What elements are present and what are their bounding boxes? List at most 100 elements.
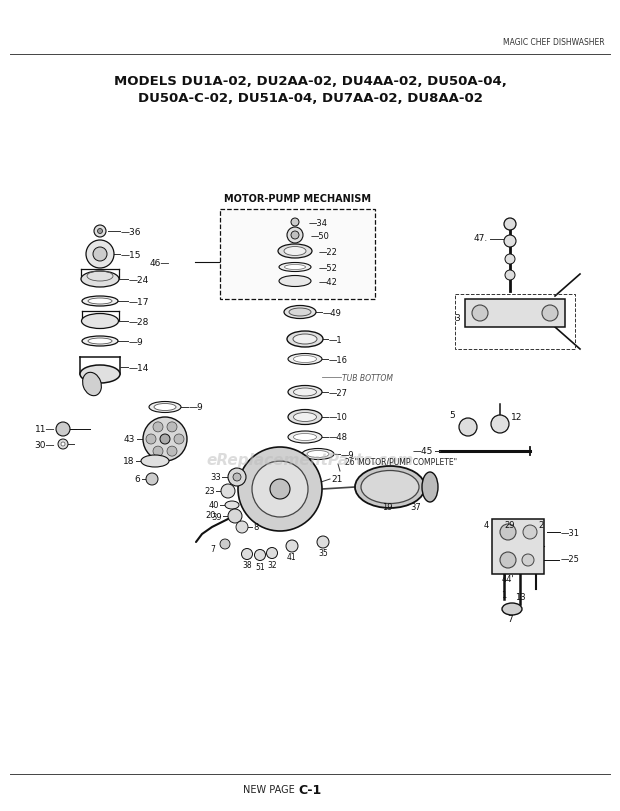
Text: 29: 29 [505, 520, 515, 529]
Circle shape [254, 550, 265, 561]
Text: —22: —22 [319, 247, 338, 256]
Text: —24: —24 [129, 275, 149, 284]
Circle shape [233, 474, 241, 482]
Ellipse shape [293, 388, 316, 397]
Ellipse shape [361, 471, 419, 504]
Circle shape [167, 423, 177, 432]
Ellipse shape [293, 356, 316, 363]
Text: —42: —42 [319, 277, 338, 286]
Circle shape [472, 306, 488, 322]
Text: —34: —34 [309, 218, 328, 227]
Circle shape [291, 219, 299, 227]
Text: 18: 18 [123, 457, 134, 466]
Circle shape [236, 521, 248, 534]
Text: 44': 44' [502, 575, 515, 584]
Ellipse shape [289, 309, 311, 316]
Ellipse shape [288, 410, 322, 425]
Circle shape [286, 540, 298, 552]
Ellipse shape [80, 366, 120, 384]
Circle shape [143, 418, 187, 461]
Circle shape [86, 241, 114, 268]
Circle shape [267, 547, 278, 559]
Circle shape [220, 539, 230, 549]
Text: MOTOR-PUMP MECHANISM: MOTOR-PUMP MECHANISM [224, 194, 371, 204]
Circle shape [504, 236, 516, 247]
Ellipse shape [154, 404, 176, 411]
Circle shape [500, 552, 516, 569]
Text: —49: —49 [323, 308, 342, 317]
Circle shape [160, 435, 170, 444]
Circle shape [252, 461, 308, 517]
Ellipse shape [88, 338, 112, 345]
Ellipse shape [287, 332, 323, 348]
Circle shape [97, 230, 102, 234]
Text: 6: 6 [135, 475, 140, 484]
Text: —9: —9 [189, 403, 204, 412]
Circle shape [153, 423, 163, 432]
Ellipse shape [285, 265, 306, 270]
Circle shape [523, 526, 537, 539]
Text: 47.: 47. [474, 234, 488, 242]
Text: 43: 43 [123, 435, 135, 444]
Text: 19: 19 [382, 502, 392, 511]
Text: —27: —27 [329, 388, 348, 397]
Ellipse shape [149, 402, 181, 413]
Circle shape [146, 435, 156, 444]
Circle shape [228, 469, 246, 487]
Text: 2: 2 [538, 520, 543, 529]
Ellipse shape [288, 431, 322, 444]
Ellipse shape [82, 297, 118, 307]
Text: —50: —50 [311, 231, 330, 240]
Text: 41: 41 [286, 553, 296, 562]
Circle shape [504, 219, 516, 230]
Text: MODELS DU1A-02, DU2AA-02, DU4AA-02, DU50A-04,: MODELS DU1A-02, DU2AA-02, DU4AA-02, DU50… [113, 75, 507, 88]
Ellipse shape [355, 466, 425, 508]
Ellipse shape [284, 247, 306, 256]
Text: —48: —48 [329, 433, 348, 442]
Circle shape [505, 255, 515, 264]
Text: 40: 40 [208, 501, 219, 510]
Circle shape [167, 447, 177, 457]
Text: 4: 4 [484, 520, 489, 529]
Text: 5: 5 [450, 410, 455, 419]
Text: 7: 7 [507, 615, 513, 624]
Text: 38: 38 [242, 561, 252, 570]
Circle shape [61, 443, 65, 446]
Circle shape [491, 415, 509, 433]
Text: 26"MOTOR/PUMP COMPLETE": 26"MOTOR/PUMP COMPLETE" [345, 457, 457, 466]
Text: 23: 23 [205, 487, 215, 496]
Text: 39: 39 [211, 512, 222, 521]
Circle shape [93, 247, 107, 262]
Ellipse shape [293, 335, 317, 345]
Text: 33: 33 [210, 473, 221, 482]
Text: 11—: 11— [35, 425, 55, 434]
Ellipse shape [293, 413, 316, 422]
Text: —28: —28 [129, 317, 149, 326]
Text: 20: 20 [205, 510, 216, 519]
Ellipse shape [502, 603, 522, 616]
Circle shape [291, 232, 299, 240]
Text: —31: —31 [561, 528, 580, 537]
Ellipse shape [422, 473, 438, 502]
Text: —14: —14 [129, 363, 149, 372]
Text: 32: 32 [267, 560, 277, 569]
Ellipse shape [279, 277, 311, 287]
Bar [492, 519, 544, 574]
Bar [455, 294, 575, 350]
Text: NEW PAGE: NEW PAGE [243, 784, 295, 794]
Text: DU50A-C-02, DU51A-04, DU7AA-02, DU8AA-02: DU50A-C-02, DU51A-04, DU7AA-02, DU8AA-02 [138, 92, 482, 105]
Circle shape [228, 509, 242, 523]
Circle shape [500, 525, 516, 540]
Text: 46—: 46— [149, 258, 170, 267]
Circle shape [94, 225, 106, 238]
Ellipse shape [279, 264, 311, 272]
Text: —9: —9 [341, 450, 355, 459]
Circle shape [56, 423, 70, 436]
Bar [465, 299, 565, 328]
Text: —17: —17 [129, 297, 149, 306]
Text: —45: —45 [413, 447, 433, 456]
Ellipse shape [88, 298, 112, 305]
Text: 3: 3 [454, 313, 460, 322]
Text: 8: 8 [253, 523, 259, 532]
Circle shape [317, 536, 329, 548]
